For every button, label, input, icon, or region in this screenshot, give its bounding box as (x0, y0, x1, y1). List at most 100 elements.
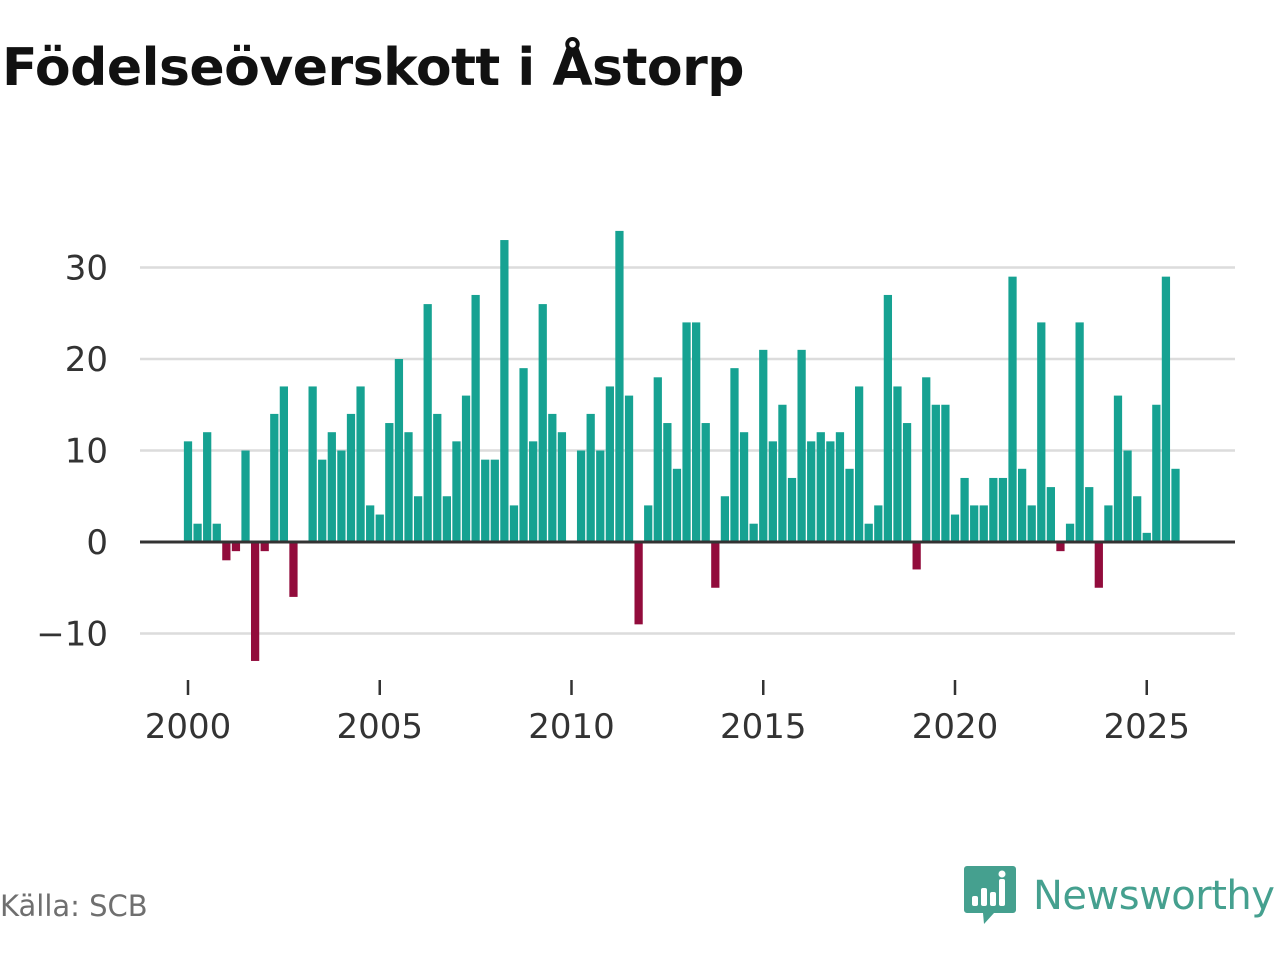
bar (548, 413, 557, 542)
bar (423, 304, 432, 542)
bar (270, 413, 279, 542)
bar (490, 459, 499, 542)
bar (1133, 496, 1142, 542)
bar (720, 496, 730, 542)
bar (787, 477, 797, 542)
bar (385, 423, 394, 542)
bar (730, 368, 739, 542)
bar (193, 523, 202, 542)
bar (998, 477, 1008, 542)
bar (1094, 542, 1103, 588)
bar (596, 450, 605, 542)
bar (1161, 276, 1171, 542)
bar (739, 432, 749, 542)
bar (1152, 404, 1161, 542)
bar (979, 505, 988, 542)
bar (279, 386, 288, 542)
bar (1085, 487, 1094, 542)
x-tick-label: 2005 (336, 707, 423, 747)
x-tick-label: 2020 (912, 707, 999, 747)
bar (797, 349, 806, 542)
y-tick-label: 10 (65, 432, 108, 472)
bar (203, 432, 212, 542)
bar (1123, 450, 1132, 542)
bar (327, 432, 336, 542)
bar (672, 468, 682, 542)
bar (1104, 505, 1113, 542)
bar (1046, 487, 1055, 542)
bar (557, 432, 567, 542)
bar (413, 496, 423, 542)
bar (356, 386, 365, 542)
bar (1027, 505, 1036, 542)
bar (1171, 468, 1180, 542)
bar (615, 230, 624, 542)
y-tick-label: −10 (36, 615, 108, 655)
bar (634, 542, 643, 625)
source-note: Källa: SCB (0, 889, 148, 923)
x-tick-label: 2025 (1103, 707, 1190, 747)
bar (644, 505, 653, 542)
y-axis: 30 20 10 0 −10 (36, 249, 108, 655)
bar (250, 542, 260, 661)
bar (289, 542, 298, 597)
x-tick-label: 2015 (720, 707, 807, 747)
bar (883, 294, 893, 542)
bar (576, 450, 586, 542)
bar (1017, 468, 1027, 542)
bar (1037, 322, 1046, 542)
bar (509, 505, 519, 542)
bar (663, 423, 672, 542)
bar (222, 542, 231, 561)
bar (337, 450, 346, 542)
bar (1075, 322, 1084, 542)
bar (318, 459, 327, 542)
newsworthy-logo-icon (964, 866, 1016, 924)
bar (394, 359, 404, 542)
bar (375, 514, 384, 542)
bar (989, 477, 998, 542)
bar (835, 432, 845, 542)
bar-series (183, 230, 1180, 661)
bar (366, 505, 375, 542)
x-axis: 2000 2005 2010 2015 2020 2025 (145, 680, 1190, 747)
bar (845, 468, 854, 542)
bar (461, 395, 471, 542)
bar (433, 413, 442, 542)
y-tick-label: 20 (65, 340, 108, 380)
bar (452, 441, 461, 542)
bar (950, 514, 960, 542)
bar (912, 542, 921, 570)
bar (922, 377, 931, 542)
bar (481, 459, 490, 542)
bar (711, 542, 720, 588)
bar (855, 386, 864, 542)
bar (605, 386, 614, 542)
bar (960, 477, 969, 542)
bar (519, 368, 528, 542)
bar (749, 523, 758, 542)
bar (931, 404, 940, 542)
bar (902, 423, 912, 542)
bar (1056, 542, 1065, 552)
bar (404, 432, 413, 542)
y-tick-label: 30 (65, 249, 108, 289)
bar (941, 404, 950, 542)
bar (1113, 395, 1123, 542)
x-tick-label: 2000 (145, 707, 232, 747)
x-tick-label: 2010 (528, 707, 615, 747)
bar (471, 294, 480, 542)
y-tick-label: 0 (86, 523, 108, 563)
bar (500, 240, 509, 543)
bar (768, 441, 777, 542)
bar (893, 386, 902, 542)
bar (442, 496, 451, 542)
brand-logo[interactable]: Newsworthy (964, 866, 1275, 926)
bar (970, 505, 979, 542)
bar (1142, 532, 1151, 542)
bar (826, 441, 835, 542)
bar (260, 542, 269, 552)
bar (586, 413, 595, 542)
bar (308, 386, 317, 542)
